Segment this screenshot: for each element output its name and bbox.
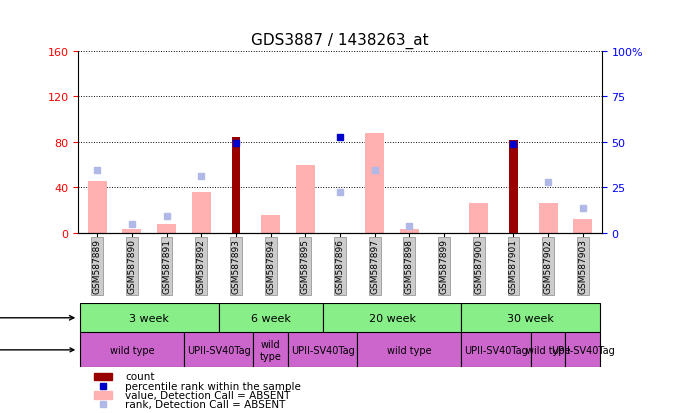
Bar: [400, 230, 419, 233]
Text: value, Detection Call = ABSENT: value, Detection Call = ABSENT: [125, 390, 290, 400]
Bar: [323, 304, 461, 332]
Bar: [365, 133, 384, 233]
Text: UPII-SV40Tag: UPII-SV40Tag: [187, 345, 250, 355]
Bar: [80, 332, 184, 368]
Text: wild
type: wild type: [260, 339, 282, 361]
Text: 3 week: 3 week: [129, 313, 169, 323]
Text: rank, Detection Call = ABSENT: rank, Detection Call = ABSENT: [125, 399, 286, 409]
Bar: [509, 140, 517, 233]
Bar: [122, 230, 141, 233]
Title: GDS3887 / 1438263_at: GDS3887 / 1438263_at: [251, 33, 429, 49]
Bar: [469, 204, 488, 233]
Text: genotype/variation: genotype/variation: [0, 345, 74, 355]
Bar: [573, 220, 592, 233]
Bar: [184, 332, 254, 368]
Text: wild type: wild type: [387, 345, 432, 355]
Text: percentile rank within the sample: percentile rank within the sample: [125, 381, 301, 391]
Text: 30 week: 30 week: [507, 313, 554, 323]
Bar: [261, 215, 280, 233]
Bar: [530, 332, 565, 368]
Text: 20 week: 20 week: [369, 313, 415, 323]
Bar: [157, 224, 176, 233]
Bar: [539, 204, 558, 233]
Text: 6 week: 6 week: [251, 313, 290, 323]
Bar: [232, 138, 240, 233]
Bar: [192, 192, 211, 233]
Bar: [88, 181, 107, 233]
Bar: [219, 304, 323, 332]
Text: UPII-SV40Tag: UPII-SV40Tag: [291, 345, 354, 355]
Bar: [461, 332, 530, 368]
Bar: [565, 332, 600, 368]
Text: count: count: [125, 371, 155, 381]
Bar: [288, 332, 357, 368]
Bar: [254, 332, 288, 368]
Bar: [461, 304, 600, 332]
Bar: [80, 304, 219, 332]
Text: age: age: [0, 313, 74, 323]
Text: UPII-SV40Tag: UPII-SV40Tag: [551, 345, 615, 355]
Text: UPII-SV40Tag: UPII-SV40Tag: [464, 345, 528, 355]
Text: wild type: wild type: [109, 345, 154, 355]
Bar: [296, 165, 315, 233]
Text: wild type: wild type: [526, 345, 571, 355]
Bar: [94, 373, 112, 380]
Bar: [357, 332, 461, 368]
Bar: [94, 391, 112, 399]
